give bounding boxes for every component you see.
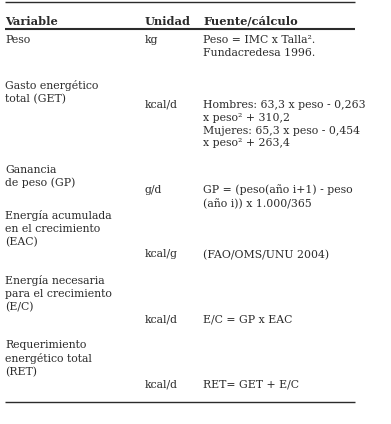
Text: g/d: g/d <box>144 184 162 195</box>
Text: Hombres: 63,3 x peso - 0,263
x peso² + 310,2
Mujeres: 65,3 x peso - 0,454
x peso: Hombres: 63,3 x peso - 0,263 x peso² + 3… <box>203 100 366 148</box>
Text: Peso = IMC x Talla².
Fundacredesa 1996.: Peso = IMC x Talla². Fundacredesa 1996. <box>203 35 316 58</box>
Text: Fuente/cálculo: Fuente/cálculo <box>203 16 298 27</box>
Text: Unidad: Unidad <box>144 16 190 27</box>
Text: (FAO/OMS/UNU 2004): (FAO/OMS/UNU 2004) <box>203 249 330 260</box>
Text: kcal/g: kcal/g <box>144 249 178 259</box>
Text: RET= GET + E/C: RET= GET + E/C <box>203 379 300 389</box>
Text: Energía acumulada
en el crecimiento
(EAC): Energía acumulada en el crecimiento (EAC… <box>5 210 111 247</box>
Text: Ganancia
de peso (GP): Ganancia de peso (GP) <box>5 165 75 188</box>
Text: Requerimiento
energético total
(RET): Requerimiento energético total (RET) <box>5 340 92 377</box>
Text: Gasto energético
total (GET): Gasto energético total (GET) <box>5 80 99 104</box>
Text: kcal/d: kcal/d <box>144 100 178 110</box>
Text: kg: kg <box>144 35 158 45</box>
Text: kcal/d: kcal/d <box>144 379 178 389</box>
Text: Energía necesaria
para el crecimiento
(E/C): Energía necesaria para el crecimiento (E… <box>5 275 112 312</box>
Text: kcal/d: kcal/d <box>144 314 178 324</box>
Text: E/C = GP x EAC: E/C = GP x EAC <box>203 314 293 324</box>
Text: Peso: Peso <box>5 35 30 45</box>
Text: Variable: Variable <box>5 16 58 27</box>
Text: GP = (peso(año i+1) - peso
(año i)) x 1.000/365: GP = (peso(año i+1) - peso (año i)) x 1.… <box>203 184 353 209</box>
